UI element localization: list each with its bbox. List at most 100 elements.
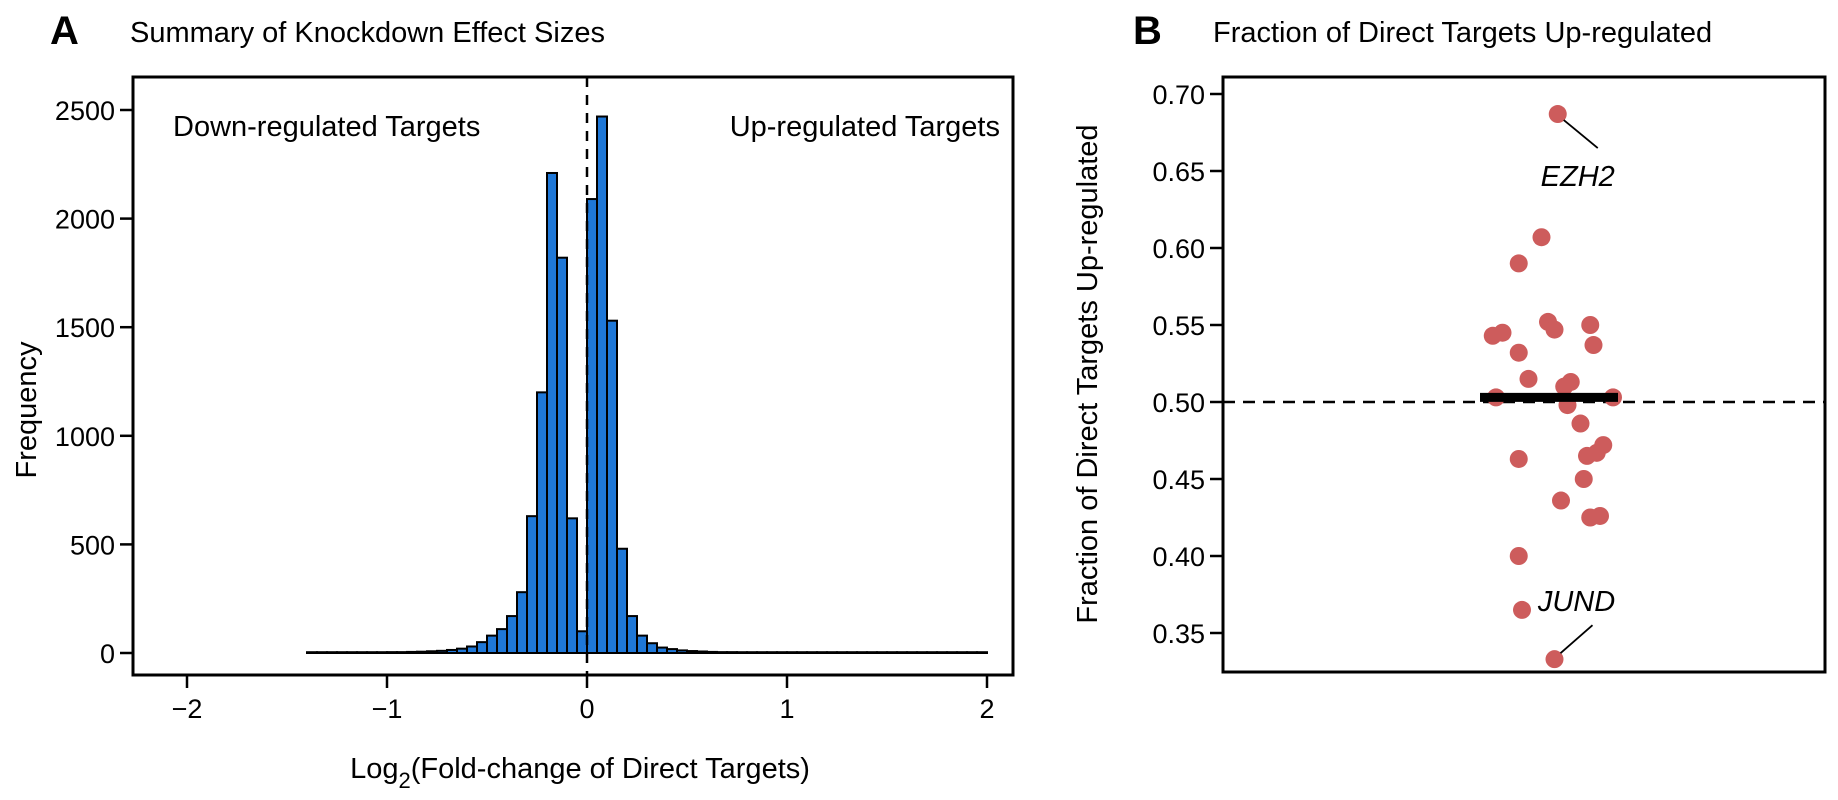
histogram-bar [976,651,988,655]
histogram-bar [846,651,858,655]
y-tick-label: 1500 [55,313,115,343]
histogram-bar [576,630,588,655]
histogram-bar [636,634,648,655]
label-leader-line [1563,119,1599,149]
histogram-bar [686,650,698,655]
y-tick-label: 2500 [55,96,115,126]
data-point [1519,369,1538,388]
histogram-bar [406,650,418,655]
data-point [1509,254,1528,273]
point-label: EZH2 [1541,161,1615,193]
histogram-bar [386,651,398,655]
histogram-bar [806,651,818,655]
panel-a-x-axis-title: Log2(Fold-change of Direct Targets) [350,753,810,793]
histogram-bars [306,115,988,655]
panel-b-y-axis: 0.35 0.40 0.45 0.50 0.55 0.60 0.65 0.70 [1152,80,1223,649]
histogram-bar [316,651,328,655]
histogram-bar [646,642,658,655]
histogram-bar [466,645,478,655]
panel-a-plot-frame [131,75,1015,677]
histogram-bar [676,649,688,655]
histogram-bar [336,651,348,655]
panel-b-y-axis-title: Fraction of Direct Targets Up-regulated [1072,124,1104,623]
panel-b-letter: B [1133,9,1162,53]
point-label: JUND [1537,586,1615,618]
panel-a-y-axis-title: Frequency [11,341,43,479]
histogram-bar [726,651,738,655]
y-tick-label: 500 [70,530,115,560]
histogram-bar [506,615,518,654]
x-tick-label: −1 [372,694,403,724]
data-point [1571,414,1590,433]
label-leader-line [1559,624,1594,654]
histogram-bar [546,171,558,654]
data-point [1509,343,1528,362]
histogram-bar [566,517,578,654]
histogram-bar [776,651,788,655]
up-regulated-annotation: Up-regulated Targets [730,111,1000,143]
panel-a-title: Summary of Knockdown Effect Sizes [130,17,605,49]
data-point [1545,650,1564,669]
data-point [1555,377,1574,396]
histogram-bar [896,651,908,655]
y-tick-label: 0 [100,639,115,669]
down-regulated-annotation: Down-regulated Targets [173,111,480,143]
histogram-bar [326,651,338,655]
point-annotations: EZH2 JUND [1537,119,1615,654]
histogram-bar [626,615,638,654]
panel-b-plot-frame [1221,75,1827,674]
y-tick-label: 0.40 [1152,542,1205,572]
data-point [1509,547,1528,565]
y-tick-label: 1000 [55,422,115,452]
x-tick-label: −2 [172,694,203,724]
histogram-bar [596,115,608,655]
data-point [1493,323,1512,342]
histogram-bar [616,547,628,655]
histogram-bar [906,651,918,655]
data-point [1574,470,1593,488]
histogram-bar [346,651,358,655]
histogram-bar [476,641,488,655]
histogram-bar [836,651,848,655]
histogram-bar [746,651,758,655]
panel-b: B Fraction of Direct Targets Up-regulate… [1072,9,1827,674]
x-tick-label: 2 [979,694,994,724]
histogram-bar [366,651,378,655]
histogram-bar [956,651,968,655]
histogram-bar [356,651,368,655]
panel-a-x-axis: −2 −1 0 1 2 [172,675,995,724]
y-tick-label: 2000 [55,205,115,235]
data-point [1584,336,1603,355]
panel-a-y-axis: 0 500 1000 1500 2000 2500 [55,96,133,669]
y-tick-label: 0.50 [1152,388,1205,418]
x-tick-label: 1 [779,694,794,724]
histogram-bar [866,651,878,655]
histogram-bar [426,650,438,654]
data-point [1587,443,1606,462]
histogram-bar [946,651,958,655]
data-point [1552,491,1570,510]
data-point [1591,506,1609,525]
histogram-bar [796,651,808,655]
y-tick-label: 0.55 [1152,311,1205,341]
histogram-bar [706,650,718,655]
histogram-bar [416,650,428,654]
histogram-bar [716,651,728,655]
histogram-bar [306,651,318,655]
histogram-bar [786,651,798,655]
histogram-bar [916,651,928,655]
histogram-bar [736,651,748,655]
histogram-bar [936,651,948,655]
histogram-bar [696,650,708,655]
histogram-bar [666,648,678,654]
histogram-bar [436,649,448,655]
y-tick-label: 0.45 [1152,465,1205,495]
y-tick-label: 0.35 [1152,619,1205,649]
histogram-bar [816,651,828,655]
data-point [1532,228,1551,247]
y-tick-label: 0.70 [1152,80,1205,110]
data-point [1545,320,1564,339]
x-title-subscript: 2 [398,768,410,793]
histogram-bar [926,651,938,655]
